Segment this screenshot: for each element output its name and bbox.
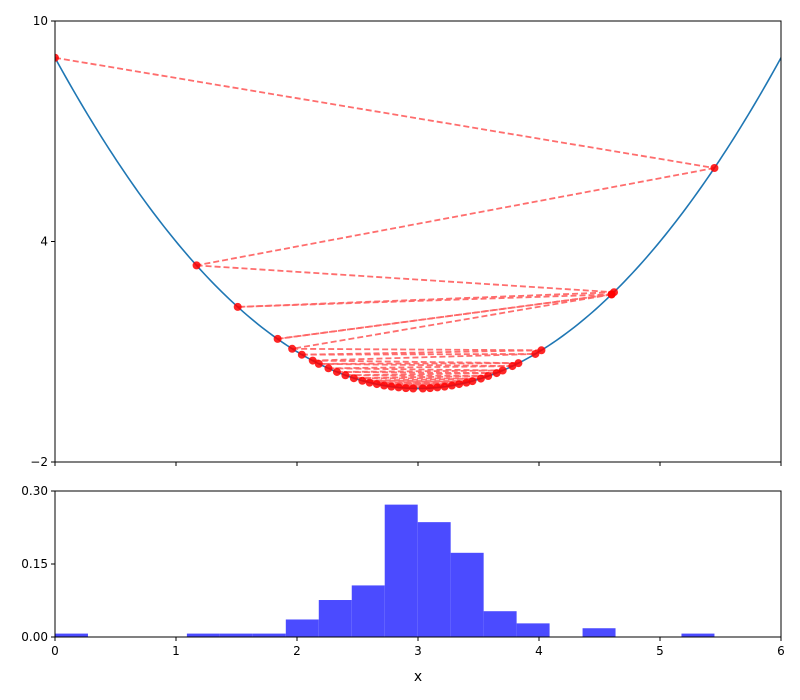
iterate-connector <box>292 347 542 352</box>
iterate-point <box>433 383 442 392</box>
y-tick-label: 0.00 <box>21 630 48 644</box>
plot-area <box>55 53 781 393</box>
iterate-connector <box>301 353 536 356</box>
iterate-point <box>380 381 389 390</box>
iterate-connector <box>196 264 615 294</box>
y-tick-label: −2 <box>30 455 48 469</box>
iterate-point <box>365 378 374 387</box>
iterate-point <box>462 378 471 387</box>
histogram-bar <box>219 633 253 637</box>
histogram-bar <box>351 585 385 637</box>
iterate-point <box>468 377 477 386</box>
iterate-point <box>447 381 456 390</box>
iterate-point <box>297 350 306 359</box>
iterate-point <box>409 384 418 393</box>
iterate-connector <box>277 293 612 340</box>
y-tick-label: 0.30 <box>21 484 48 498</box>
iterate-point <box>531 349 540 358</box>
iterate-connector <box>55 56 715 169</box>
histogram-bar <box>285 619 319 637</box>
iterate-point <box>498 366 507 375</box>
iterate-point <box>476 374 485 383</box>
iterate-point <box>372 380 381 389</box>
x-tick-label: 2 <box>293 644 301 658</box>
histogram-bar <box>384 504 418 637</box>
convergence-plot: −2 4 10 <box>30 14 782 469</box>
iterate-point <box>455 380 464 389</box>
histogram-bar <box>681 633 715 637</box>
iterate-point <box>607 290 616 299</box>
histogram-bar <box>582 628 616 637</box>
iterate-connector <box>369 380 473 384</box>
iterate-point <box>314 359 323 368</box>
histogram-bar <box>252 633 286 637</box>
iterate-point <box>192 261 201 270</box>
iterate-point <box>273 334 282 343</box>
iterate-point <box>426 384 435 393</box>
iterate-point <box>418 384 427 393</box>
histogram-bar <box>450 552 484 637</box>
iterate-point <box>387 382 396 391</box>
histogram-bar <box>186 633 220 637</box>
iterate-point <box>508 362 517 371</box>
histogram-bar <box>318 600 352 637</box>
iterate-connector <box>237 293 612 308</box>
iterate-connector <box>345 372 497 377</box>
y-tick-label: 0.15 <box>21 557 48 571</box>
histogram-bar <box>417 522 451 637</box>
x-tick-label: 5 <box>656 644 664 658</box>
plot-frame <box>54 20 782 463</box>
histogram-bar <box>516 623 550 637</box>
iterate-connector <box>312 353 536 362</box>
iterate-point <box>394 383 403 392</box>
y-tick-label: 4 <box>40 235 48 249</box>
iterate-point <box>484 372 493 381</box>
x-tick-label: 1 <box>172 644 180 658</box>
histogram-bar <box>483 611 517 637</box>
iterate-point <box>537 346 546 355</box>
x-tick-label: 4 <box>535 644 543 658</box>
iterate-point <box>324 364 333 373</box>
iterate-connector <box>312 359 519 365</box>
x-tick-label: 0 <box>51 644 59 658</box>
iterate-point <box>440 382 449 391</box>
histogram-plot: 0 1 2 3 4 5 6 0.00 0.15 0.30 x <box>21 484 785 685</box>
y-tick-label: 10 <box>33 14 48 28</box>
iterate-point <box>492 369 501 378</box>
iterate-point <box>349 374 358 383</box>
iterate-connector <box>318 362 513 367</box>
iterate-point <box>332 367 341 376</box>
iterate-point <box>55 53 59 62</box>
iterate-connector <box>318 362 519 365</box>
iterate-connector <box>362 377 481 382</box>
function-curve <box>55 57 781 390</box>
iterate-point <box>514 359 523 368</box>
x-tick-label: 3 <box>414 644 422 658</box>
iterate-point <box>358 376 367 385</box>
iterate-point <box>341 371 350 380</box>
x-axis-label: x <box>414 669 422 685</box>
iterate-point <box>308 356 317 365</box>
iterate-point <box>233 302 242 311</box>
iterate-point <box>710 164 719 172</box>
iterate-connector <box>196 167 715 267</box>
iterate-point <box>401 384 410 393</box>
iterate-point <box>288 344 297 353</box>
x-tick-label: 6 <box>777 644 785 658</box>
histogram-bar <box>55 633 88 637</box>
iterate-connector <box>292 293 612 350</box>
